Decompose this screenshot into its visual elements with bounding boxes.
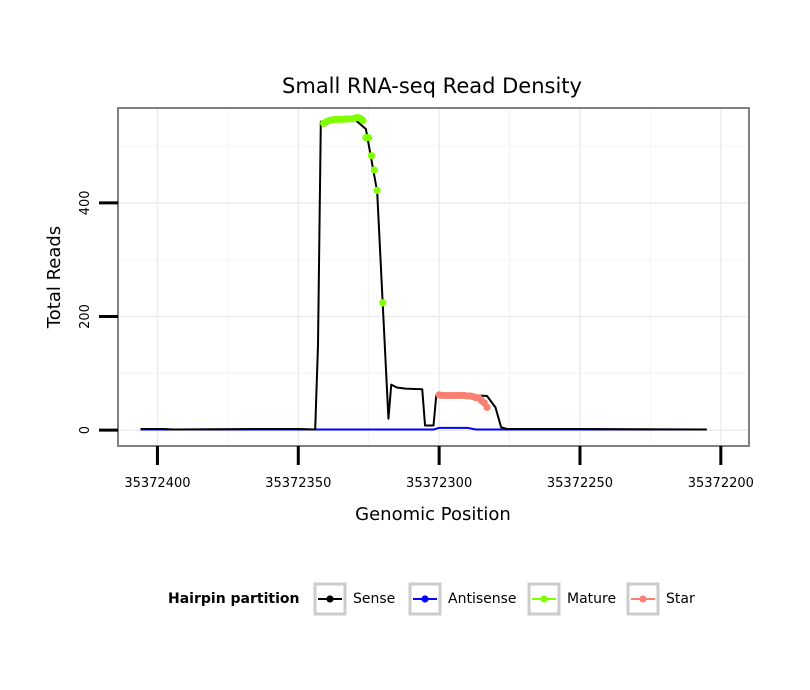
legend-item-antisense: Antisense bbox=[408, 582, 517, 616]
x-tick-label: 35372400 bbox=[124, 476, 190, 491]
data-point-star bbox=[483, 403, 491, 411]
data-point-mature bbox=[370, 166, 378, 174]
legend-label: Sense bbox=[353, 591, 395, 607]
series-layer bbox=[140, 114, 707, 431]
legend-key-dot bbox=[326, 595, 334, 603]
x-tick-label: 35372300 bbox=[406, 476, 472, 491]
y-tick-label: 400 bbox=[78, 190, 93, 215]
legend-item-sense: Sense bbox=[313, 582, 395, 616]
x-axis: 35372400 35372350 35372300 35372250 35372200 bbox=[124, 446, 754, 491]
legend-item-mature: Mature bbox=[527, 582, 616, 616]
plot-area bbox=[117, 107, 750, 447]
legend-item-star: Star bbox=[626, 582, 695, 616]
legend-label: Star bbox=[666, 591, 695, 607]
y-axis-title: Total Reads bbox=[44, 226, 65, 329]
legend: Hairpin partition Sense Antisense Mature St… bbox=[168, 582, 695, 616]
x-tick-label: 35372200 bbox=[688, 476, 754, 491]
chart-title: Small RNA-seq Read Density bbox=[282, 74, 582, 98]
y-axis: 0 200 400 bbox=[78, 190, 118, 434]
legend-key-dot bbox=[540, 595, 548, 603]
y-tick-label: 0 bbox=[78, 426, 93, 434]
legend-label: Antisense bbox=[448, 591, 517, 607]
y-tick-label: 200 bbox=[78, 304, 93, 329]
x-axis-title: Genomic Position bbox=[355, 504, 511, 525]
x-tick-label: 35372250 bbox=[547, 476, 613, 491]
data-point-mature bbox=[367, 152, 376, 160]
data-point-mature bbox=[373, 186, 381, 194]
plot-background bbox=[118, 108, 749, 446]
legend-key-dot bbox=[639, 595, 647, 603]
legend-title: Hairpin partition bbox=[168, 591, 299, 607]
data-point-mature bbox=[365, 133, 373, 142]
data-point-mature bbox=[379, 299, 387, 307]
data-point-mature bbox=[359, 116, 367, 125]
grid-minor bbox=[118, 108, 749, 446]
plot-border bbox=[117, 107, 750, 447]
series-line-sense bbox=[140, 118, 707, 431]
x-tick-label: 35372350 bbox=[265, 476, 331, 491]
legend-key-dot bbox=[421, 595, 429, 603]
legend-label: Mature bbox=[567, 591, 616, 607]
